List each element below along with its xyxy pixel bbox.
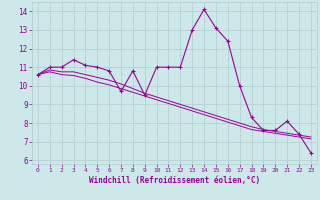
X-axis label: Windchill (Refroidissement éolien,°C): Windchill (Refroidissement éolien,°C): [89, 176, 260, 185]
